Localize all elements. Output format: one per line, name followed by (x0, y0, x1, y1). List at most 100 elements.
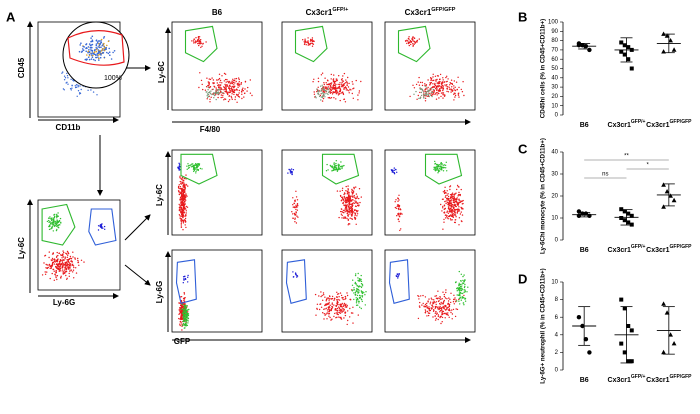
cell-dot (52, 252, 54, 254)
cell-dot (454, 210, 456, 212)
cell-dot (333, 167, 335, 170)
cell-dot (181, 203, 184, 206)
cell-dot (72, 263, 74, 265)
cell-dot (359, 297, 361, 299)
cell-dot (440, 167, 443, 170)
cell-dot (419, 81, 422, 84)
cell-dot (441, 321, 443, 323)
cell-dot (448, 308, 451, 310)
cell-dot (60, 267, 62, 269)
cell-dot (304, 38, 306, 40)
cell-dot (323, 308, 325, 310)
cell-dot (238, 92, 240, 94)
cell-dot (395, 199, 397, 201)
cell-dot (56, 278, 58, 281)
cell-dot (322, 95, 324, 97)
cell-dot (184, 327, 186, 329)
cell-dot (55, 224, 57, 226)
cell-dot (450, 201, 452, 204)
cell-dot (72, 251, 74, 253)
cell-dot (428, 91, 430, 93)
cell-dot (408, 38, 410, 40)
cell-dot (186, 206, 189, 208)
cell-dot (75, 272, 78, 274)
cell-dot (50, 221, 52, 224)
cell-dot (437, 75, 439, 77)
cell-dot (339, 82, 341, 84)
cell-dot (292, 217, 294, 219)
cell-dot (328, 298, 330, 300)
cell-dot (307, 43, 310, 45)
cell-dot (352, 190, 355, 192)
cell-dot (439, 166, 441, 168)
cell-dot (432, 302, 435, 304)
cell-dot (182, 311, 184, 313)
cell-dot (179, 215, 181, 217)
cell-dot (292, 213, 294, 215)
cell-dot (418, 298, 420, 300)
cell-dot (346, 190, 349, 193)
cell-dot (459, 213, 462, 215)
cell-dot (444, 297, 447, 299)
cell-dot (185, 214, 187, 216)
cell-dot (345, 207, 348, 209)
cell-dot (344, 314, 347, 317)
cell-dot (184, 215, 187, 217)
cell-dot (397, 218, 399, 221)
cell-dot (208, 91, 211, 93)
data-point (587, 47, 592, 53)
cell-dot (344, 200, 346, 203)
cell-dot (391, 169, 393, 172)
cell-dot (353, 194, 355, 197)
cell-dot (71, 261, 73, 263)
cell-dot (421, 88, 424, 91)
cell-dot (443, 306, 446, 308)
cell-dot (60, 270, 62, 272)
cell-dot (90, 52, 92, 55)
cell-dot (310, 40, 312, 42)
category-sup: GFP/GFP (670, 374, 693, 380)
cell-dot (81, 50, 84, 52)
cell-dot (182, 222, 185, 224)
cell-dot (434, 84, 437, 87)
cell-dot (393, 167, 395, 169)
cell-dot (412, 84, 414, 87)
cell-dot (330, 78, 332, 80)
cell-dot (181, 312, 184, 315)
cell-dot (49, 265, 51, 267)
cell-dot (240, 82, 243, 84)
cell-dot (52, 258, 54, 261)
cell-dot (444, 192, 446, 194)
cell-dot (54, 222, 57, 224)
cell-dot (76, 95, 78, 98)
cell-dot (340, 161, 342, 163)
cell-dot (456, 188, 458, 191)
cell-dot (209, 98, 211, 101)
cell-dot (98, 50, 101, 53)
cell-dot (83, 261, 85, 263)
cell-dot (436, 82, 438, 84)
cell-dot (339, 99, 341, 102)
cell-dot (99, 225, 102, 227)
cell-dot (454, 281, 457, 284)
cell-dot (97, 49, 99, 51)
cell-dot (70, 257, 72, 259)
cell-dot (335, 304, 338, 307)
cell-dot (423, 90, 425, 92)
cell-dot (183, 177, 186, 180)
cell-dot (328, 315, 330, 317)
cell-dot (217, 84, 219, 87)
cell-dot (319, 94, 322, 97)
cell-dot (183, 303, 185, 305)
cell-dot (182, 282, 184, 284)
cell-dot (359, 279, 361, 281)
cell-dot (182, 198, 185, 200)
flow-plot (37, 199, 121, 291)
cell-dot (329, 87, 331, 90)
cell-dot (233, 79, 236, 82)
cell-dot (202, 88, 204, 91)
cell-dot (327, 303, 330, 305)
cell-dot (221, 88, 223, 91)
cell-dot (187, 185, 189, 187)
cell-dot (54, 215, 56, 218)
